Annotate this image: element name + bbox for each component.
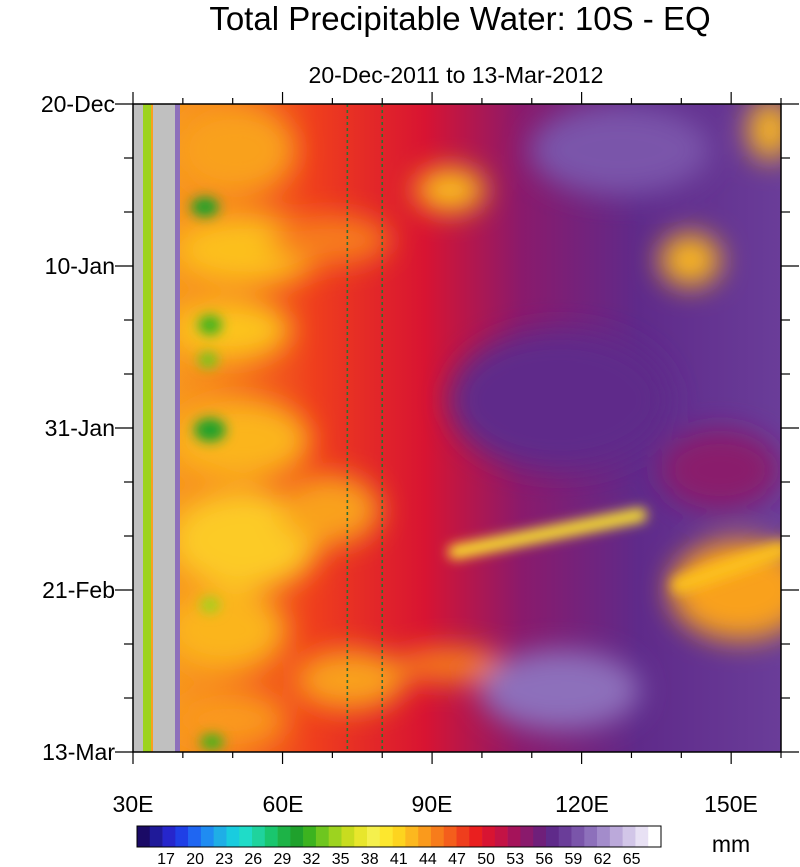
colorbar-swatch	[635, 826, 649, 847]
colorbar-swatch	[507, 826, 521, 847]
y-tick-label-31-jan: 31-Jan	[45, 415, 115, 441]
colorbar-swatch	[264, 826, 278, 847]
colorbar-swatch	[648, 826, 662, 847]
colorbar-label: 44	[419, 851, 437, 867]
colorbar-label: 53	[506, 851, 524, 867]
coastal-edge	[175, 104, 180, 752]
colorbar-label: 50	[477, 851, 495, 867]
colorbar-swatch	[149, 826, 163, 847]
chart-title: Total Precipitable Water: 10S - EQ	[209, 0, 710, 37]
colorbar-swatch	[622, 826, 636, 847]
axis-tick-marks	[115, 92, 799, 764]
colorbar-swatch	[584, 826, 598, 847]
y-axis: 20-Dec 10-Jan 31-Jan 21-Feb 13-Mar	[41, 91, 115, 765]
colorbar-swatch	[545, 826, 560, 847]
colorbar-frame	[136, 825, 662, 848]
plot-area	[132, 103, 782, 753]
land-mask-west	[133, 104, 143, 752]
y-tick-label-21-feb: 21-Feb	[42, 577, 115, 603]
x-axis: 30E 60E 90E 120E 150E	[113, 791, 758, 817]
colorbar-label: 20	[186, 851, 204, 867]
colorbar-swatch	[392, 826, 406, 847]
colorbar-swatch	[482, 826, 496, 847]
colorbar-label: 26	[244, 851, 262, 867]
colorbar-label: 62	[594, 851, 612, 867]
colorbar-label: 47	[448, 851, 466, 867]
colorbar-swatch	[533, 826, 547, 847]
colorbar-swatch	[277, 826, 291, 847]
colorbar-label: 35	[332, 851, 350, 867]
colorbar-swatch	[418, 826, 432, 847]
land-mask-east	[153, 104, 175, 752]
y-tick-label-10-jan: 10-Jan	[45, 253, 115, 279]
x-tick-label-90e: 90E	[412, 791, 453, 817]
x-tick-label-120e: 120E	[555, 791, 609, 817]
colorbar-swatch	[188, 826, 202, 847]
colorbar-label: 65	[623, 851, 641, 867]
colorbar-swatch	[226, 826, 240, 847]
chart-subtitle: 20-Dec-2011 to 13-Mar-2012	[309, 62, 604, 88]
colorbar-labels: 17 20 23 26 29 32 35 38 41 44 47 50 53 56 59 62 65	[157, 851, 640, 867]
x-tick-label-30e: 30E	[113, 791, 154, 817]
x-tick-label-150e: 150E	[704, 791, 758, 817]
colorbar-swatch	[315, 826, 330, 847]
y-tick-label-20-dec: 20-Dec	[41, 91, 115, 117]
colorbar-swatch	[520, 826, 534, 847]
colorbar-label: 59	[565, 851, 583, 867]
colorbar-label: 41	[390, 851, 408, 867]
colorbar-swatch	[341, 826, 355, 847]
x-tick-label-60e: 60E	[263, 791, 304, 817]
precip-field-highlights	[191, 197, 781, 750]
colorbar-unit: mm	[712, 831, 750, 857]
colorbar-swatch	[239, 826, 253, 847]
colorbar-label: 32	[303, 851, 321, 867]
y-tick-label-13-mar: 13-Mar	[42, 739, 115, 765]
colorbar-swatch	[456, 826, 470, 847]
colorbar-label: 56	[535, 851, 553, 867]
colorbar-swatch	[162, 826, 176, 847]
colorbar-swatch	[252, 826, 266, 847]
colorbar-swatch	[354, 826, 368, 847]
colorbar-swatch	[213, 826, 227, 847]
colorbar-swatch	[328, 826, 342, 847]
colorbar: 17 20 23 26 29 32 35 38 41 44 47 50 53 56 59 62 65 mm	[136, 825, 750, 867]
colorbar-swatch	[597, 826, 611, 847]
colorbar-label: 17	[157, 851, 175, 867]
colorbar-swatch	[443, 826, 457, 847]
colorbar-swatch	[379, 826, 393, 847]
colorbar-swatch	[405, 826, 419, 847]
colorbar-swatch	[494, 826, 508, 847]
colorbar-swatch	[290, 826, 304, 847]
colorbar-swatch	[558, 826, 572, 847]
colorbar-swatch	[137, 826, 151, 847]
colorbar-swatch	[609, 826, 623, 847]
colorbar-swatch	[175, 826, 189, 847]
colorbar-swatch	[367, 826, 381, 847]
colorbar-swatch	[200, 826, 214, 847]
colorbar-swatch	[303, 826, 317, 847]
colorbar-label: 23	[215, 851, 233, 867]
coastal-strip	[143, 104, 151, 752]
colorbar-label: 38	[361, 851, 379, 867]
colorbar-label: 29	[274, 851, 292, 867]
colorbar-swatch	[469, 826, 483, 847]
colorbar-swatch	[430, 826, 445, 847]
colorbar-boxes	[137, 826, 662, 847]
colorbar-swatch	[571, 826, 585, 847]
